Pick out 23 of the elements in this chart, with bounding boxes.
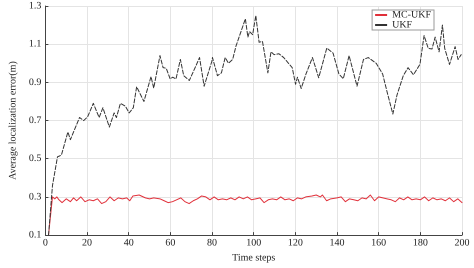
x-tick-label: 120 bbox=[288, 238, 303, 249]
x-tick-label: 40 bbox=[124, 238, 134, 249]
x-tick-label: 80 bbox=[207, 238, 218, 249]
y-tick-label: 1.1 bbox=[28, 38, 42, 50]
x-tick-label: 20 bbox=[82, 238, 92, 249]
y-tick-label: 0.3 bbox=[28, 191, 42, 202]
x-tick-label: 140 bbox=[330, 238, 345, 249]
line-series bbox=[48, 194, 462, 236]
x-tick-label: 100 bbox=[246, 238, 262, 249]
x-tick-label: 180 bbox=[412, 238, 428, 249]
x-tick-label: 60 bbox=[165, 238, 176, 249]
x-axis-title: Time steps bbox=[232, 252, 276, 264]
y-tick-label: 0.7 bbox=[28, 115, 42, 126]
y-tick-label: 0.1 bbox=[28, 230, 42, 241]
y-tick-label: 0.5 bbox=[28, 153, 42, 164]
y-tick-label: 1.3 bbox=[28, 0, 42, 12]
y-axis-title: Average localization error(m) bbox=[8, 61, 18, 180]
legend-label: MC-UKF bbox=[392, 10, 432, 20]
x-tick-label: 0 bbox=[42, 238, 48, 249]
y-tick-label: 0.9 bbox=[28, 76, 42, 88]
x-tick-label: 200 bbox=[454, 238, 470, 249]
x-tick-label: 160 bbox=[371, 238, 386, 249]
legend-label: UKF bbox=[392, 20, 413, 30]
